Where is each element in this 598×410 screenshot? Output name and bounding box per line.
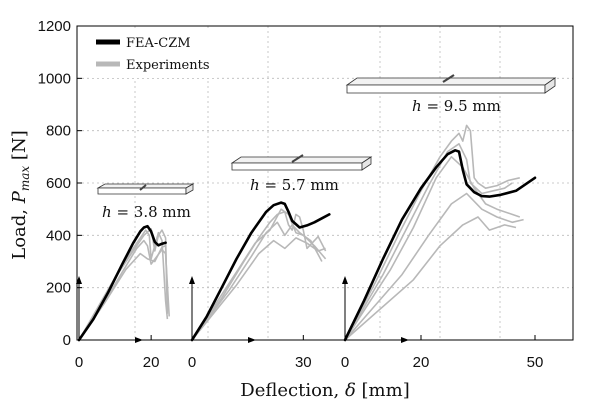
experiment-series-2 (344, 143, 513, 341)
annotation-panel-1: h = 3.8 mm (102, 203, 191, 221)
x-tick-label: 30 (295, 354, 312, 371)
x-tick-label: 0 (341, 354, 349, 371)
experiment-series-1 (344, 124, 520, 341)
y-tick-label: 1000 (38, 70, 71, 87)
experiment-series-3 (344, 156, 521, 341)
legend-label-experiments: Experiments (126, 58, 210, 73)
y-tick-label: 600 (46, 175, 71, 192)
experiment-series-2 (78, 239, 170, 341)
y-tick-label: 800 (46, 123, 71, 140)
y-arrow-head (342, 276, 348, 284)
annotation-panel-2: h = 5.7 mm (250, 176, 339, 194)
panel-1 (76, 224, 170, 343)
panel-2 (189, 201, 331, 343)
y-tick-label: 0 (63, 332, 71, 349)
beam-sketch-1 (96, 183, 195, 195)
experiment-series-3 (191, 208, 327, 341)
experiment-series-4 (344, 192, 524, 341)
experiment-series-4 (78, 245, 169, 341)
legend-label-fea: FEA-CZM (126, 36, 191, 51)
beam-sketch-3 (345, 74, 557, 94)
panels (76, 124, 537, 343)
experiment-series-3 (78, 228, 169, 341)
beam-sketch-2 (230, 154, 373, 171)
y-tick-label: 200 (46, 280, 71, 297)
experiment-series-1 (191, 211, 327, 341)
fea-czm-series (190, 201, 331, 342)
grid (77, 26, 573, 340)
fea-czm-series (343, 149, 537, 342)
fea-czm-series (77, 224, 167, 342)
y-tick-label: 400 (46, 227, 71, 244)
x-tick-label: 0 (75, 354, 83, 371)
experiment-series-5 (344, 216, 517, 341)
legend: FEA-CZM Experiments (89, 30, 217, 78)
legend-box (89, 30, 217, 78)
y-arrow-head (189, 276, 195, 284)
x-axis-label: Deflection, δ [mm] (240, 380, 409, 401)
x-tick-label: 20 (143, 354, 160, 371)
y-axis-label: Load, Pmax [N] (9, 130, 32, 259)
x-tick-label: 50 (527, 354, 544, 371)
x-tick-label: 20 (413, 354, 430, 371)
annotation-panel-3: h = 9.5 mm (412, 97, 501, 115)
y-tick-label: 1200 (38, 18, 71, 35)
x-tick-label: 0 (188, 354, 196, 371)
experiment-series-4 (191, 237, 326, 341)
